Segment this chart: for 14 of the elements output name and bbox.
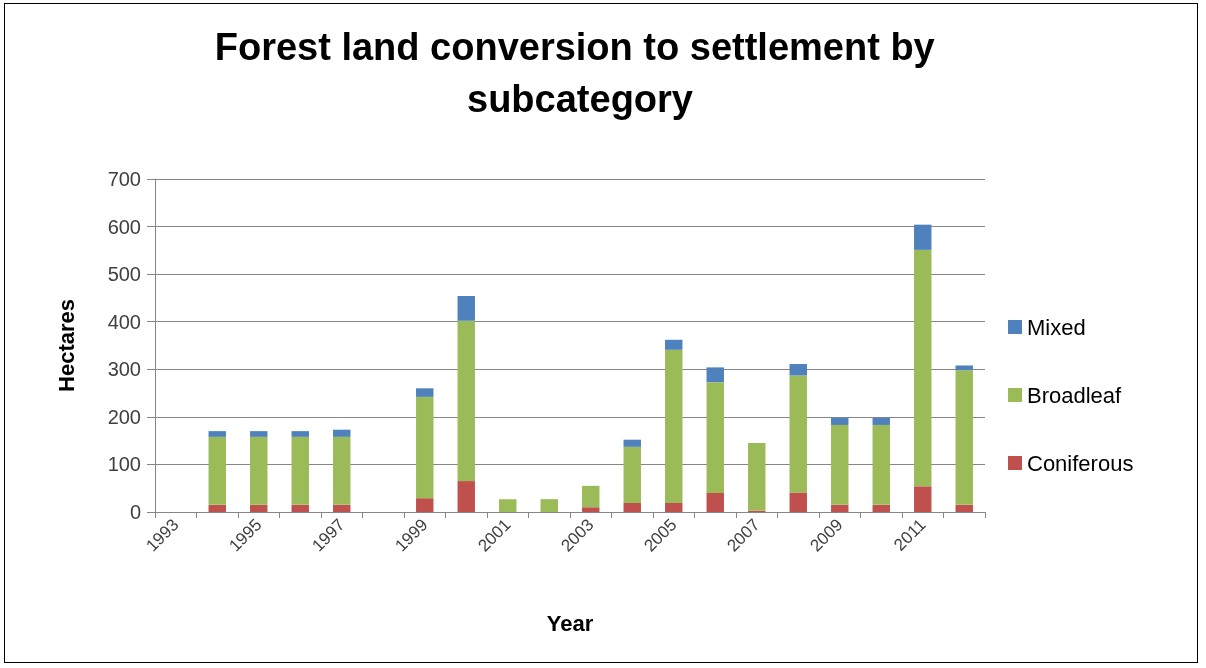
y-tick-label: 400 — [107, 310, 141, 333]
legend-label: Coniferous — [1027, 450, 1134, 476]
y-tick-label: 200 — [107, 405, 141, 428]
y-tick-label: 300 — [107, 358, 141, 381]
y-tick-label: 100 — [107, 453, 141, 476]
y-tick-label: 700 — [107, 168, 141, 190]
y-tick-label: 600 — [107, 215, 141, 238]
y-tick-label: 500 — [107, 263, 141, 286]
legend-label: Mixed — [1027, 314, 1086, 340]
legend-label: Broadleaf — [1027, 382, 1123, 408]
chart-title: Forest land conversion to settlement by subcategory — [214, 26, 946, 120]
y-tick-label: 0 — [129, 501, 141, 523]
y-axis-title: Hectares — [53, 299, 79, 392]
x-axis-title: Year — [546, 610, 594, 636]
